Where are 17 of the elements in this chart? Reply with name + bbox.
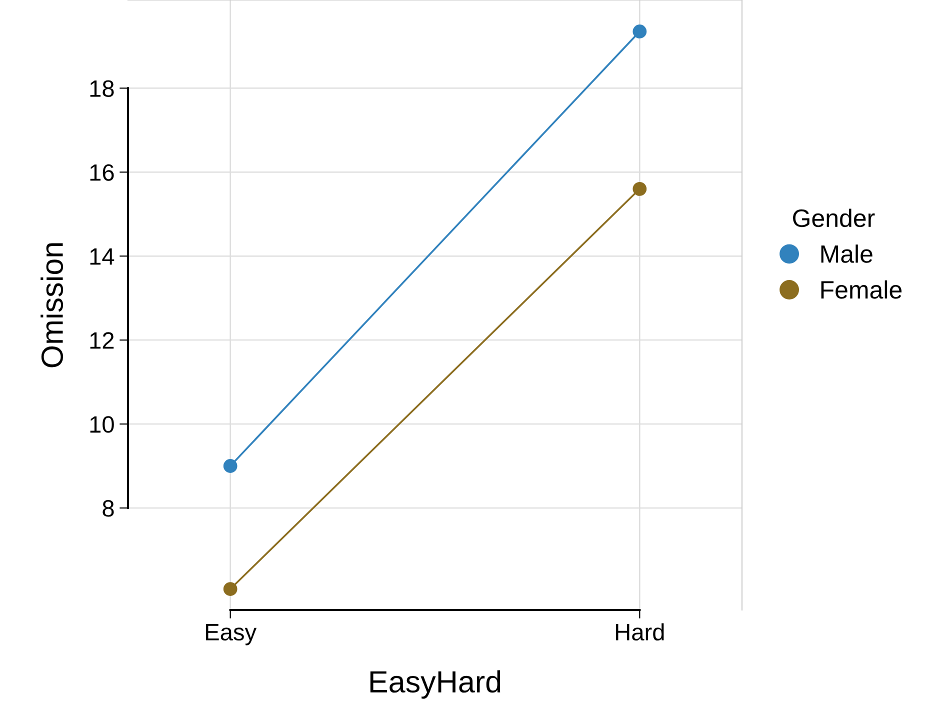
point (223, 582, 238, 596)
y-axis-title: Omission (40, 243, 64, 368)
x-tick-label: Hard (616, 623, 664, 641)
x-axis-title: EasyHard (370, 670, 500, 699)
y-tick-label: 12 (90, 332, 114, 349)
legend-title: Gender (793, 208, 875, 228)
y-tick-label: 16 (90, 164, 114, 181)
y-tick-label: 14 (90, 248, 114, 265)
x-tick-label: Easy (206, 624, 257, 646)
y-tick-label: 18 (90, 80, 114, 97)
point (632, 24, 647, 38)
legend-label: Male (821, 244, 872, 263)
point (223, 459, 238, 473)
legend-label: Female (821, 280, 902, 299)
y-tick-label: 10 (90, 416, 114, 433)
point (632, 182, 647, 196)
y-tick-label: 8 (102, 500, 114, 517)
